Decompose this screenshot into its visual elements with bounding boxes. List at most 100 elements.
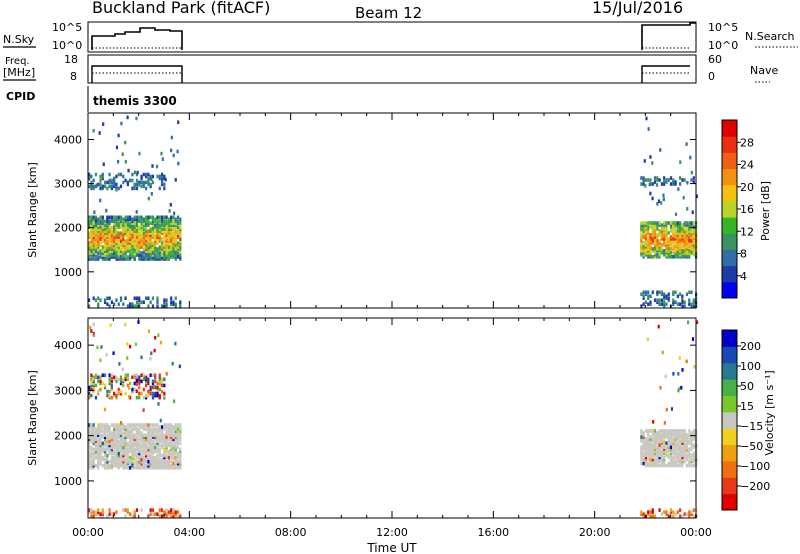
- range-gate-cell: [174, 463, 177, 468]
- range-gate-cell: [113, 437, 116, 442]
- range-gate-cell: [131, 217, 134, 222]
- range-gate-cell: [97, 241, 100, 245]
- range-gate-cell: [165, 445, 168, 450]
- range-gate-cell: [647, 451, 650, 456]
- range-gate-cell: [101, 514, 104, 518]
- range-gate-cell: [174, 455, 177, 460]
- range-gate-cell: [690, 239, 693, 243]
- range-gate-cell: [119, 441, 123, 446]
- range-gate-cell: [106, 227, 109, 232]
- range-gate-cell: [124, 465, 127, 470]
- range-gate-cell: [126, 447, 129, 452]
- range-gate-cell: [156, 253, 159, 257]
- range-gate-cell: [133, 441, 136, 446]
- range-gate-cell: [138, 385, 141, 390]
- range-gate-cell: [667, 178, 670, 182]
- range-gate-cell: [649, 435, 652, 439]
- sparse-cell: [122, 377, 125, 382]
- range-gate-cell: [640, 233, 643, 237]
- range-gate-cell: [92, 237, 95, 241]
- range-gate-cell: [140, 433, 143, 438]
- range-gate-cell: [90, 229, 93, 233]
- range-gate-cell: [681, 237, 684, 241]
- range-gate-cell: [681, 459, 684, 464]
- range-gate-cell: [640, 225, 643, 229]
- range-gate-cell: [115, 447, 118, 452]
- range-gate-cell: [88, 425, 91, 429]
- range-gate-cell: [99, 387, 102, 392]
- range-gate-cell: [108, 459, 111, 464]
- range-gate-cell: [119, 249, 123, 253]
- range-gate-cell: [149, 461, 152, 466]
- range-gate-cell: [158, 459, 161, 464]
- range-gate-cell: [653, 237, 657, 241]
- range-gate-cell: [647, 449, 650, 454]
- range-gate-cell: [163, 459, 166, 464]
- range-gate-cell: [97, 423, 100, 427]
- range-gate-cell: [179, 300, 182, 305]
- range-gate-cell: [154, 465, 157, 470]
- range-gate-cell: [135, 455, 139, 460]
- range-gate-cell: [651, 225, 654, 229]
- range-gate-cell: [165, 229, 168, 233]
- range-gate-cell: [163, 253, 166, 257]
- power-x-ticks: [87, 113, 697, 308]
- range-gate-cell: [90, 381, 93, 386]
- range-gate-cell: [129, 241, 132, 245]
- range-gate-cell: [176, 215, 180, 220]
- range-gate-cell: [170, 221, 173, 226]
- range-gate-cell: [665, 512, 668, 516]
- range-gate-cell: [679, 431, 682, 435]
- range-gate-cell: [160, 463, 164, 468]
- range-gate-cell: [676, 302, 679, 307]
- range-gate-cell: [119, 429, 123, 433]
- range-gate-cell: [88, 241, 91, 245]
- range-gate-cell: [651, 249, 654, 253]
- range-gate-cell: [103, 447, 107, 452]
- range-gate-cell: [172, 243, 175, 247]
- range-gate-cell: [110, 465, 113, 470]
- range-gate-cell: [170, 455, 173, 460]
- range-gate-cell: [90, 186, 93, 191]
- range-gate-cell: [163, 182, 166, 187]
- range-gate-cell: [117, 445, 120, 450]
- range-gate-cell: [117, 451, 120, 456]
- range-gate-cell: [122, 245, 125, 249]
- range-gate-cell: [156, 427, 159, 431]
- range-gate-cell: [688, 429, 691, 433]
- range-gate-cell: [113, 229, 116, 233]
- range-gate-cell: [163, 437, 166, 442]
- range-gate-cell: [690, 447, 693, 452]
- range-gate-cell: [158, 508, 161, 512]
- range-gate-cell: [656, 253, 659, 257]
- range-gate-cell: [140, 253, 143, 257]
- range-gate-cell: [679, 443, 682, 447]
- range-gate-cell: [149, 443, 152, 448]
- range-gate-cell: [142, 180, 145, 185]
- range-gate-cell: [681, 449, 684, 454]
- range-gate-cell: [649, 439, 652, 443]
- range-gate-cell: [101, 251, 104, 255]
- range-gate-cell: [94, 439, 98, 444]
- range-gate-cell: [660, 292, 663, 297]
- range-gate-cell: [692, 243, 695, 247]
- range-gate-cell: [644, 453, 648, 458]
- range-gate-cell: [145, 239, 148, 243]
- range-gate-cell: [119, 223, 123, 228]
- range-gate-cell: [133, 235, 136, 239]
- range-gate-cell: [658, 431, 661, 435]
- range-gate-cell: [672, 245, 675, 249]
- range-gate-cell: [115, 223, 118, 228]
- range-gate-cell: [101, 219, 104, 224]
- sparse-cell: [115, 187, 118, 192]
- range-gate-cell: [119, 437, 123, 442]
- range-gate-cell: [140, 439, 143, 444]
- range-gate-cell: [145, 225, 148, 230]
- range-gate-cell: [140, 239, 143, 243]
- range-gate-cell: [692, 237, 695, 241]
- beam-label: Beam 12: [355, 4, 422, 22]
- range-gate-cell: [676, 241, 679, 245]
- range-gate-cell: [170, 465, 173, 470]
- sparse-cell: [691, 337, 695, 341]
- range-gate-cell: [656, 449, 659, 454]
